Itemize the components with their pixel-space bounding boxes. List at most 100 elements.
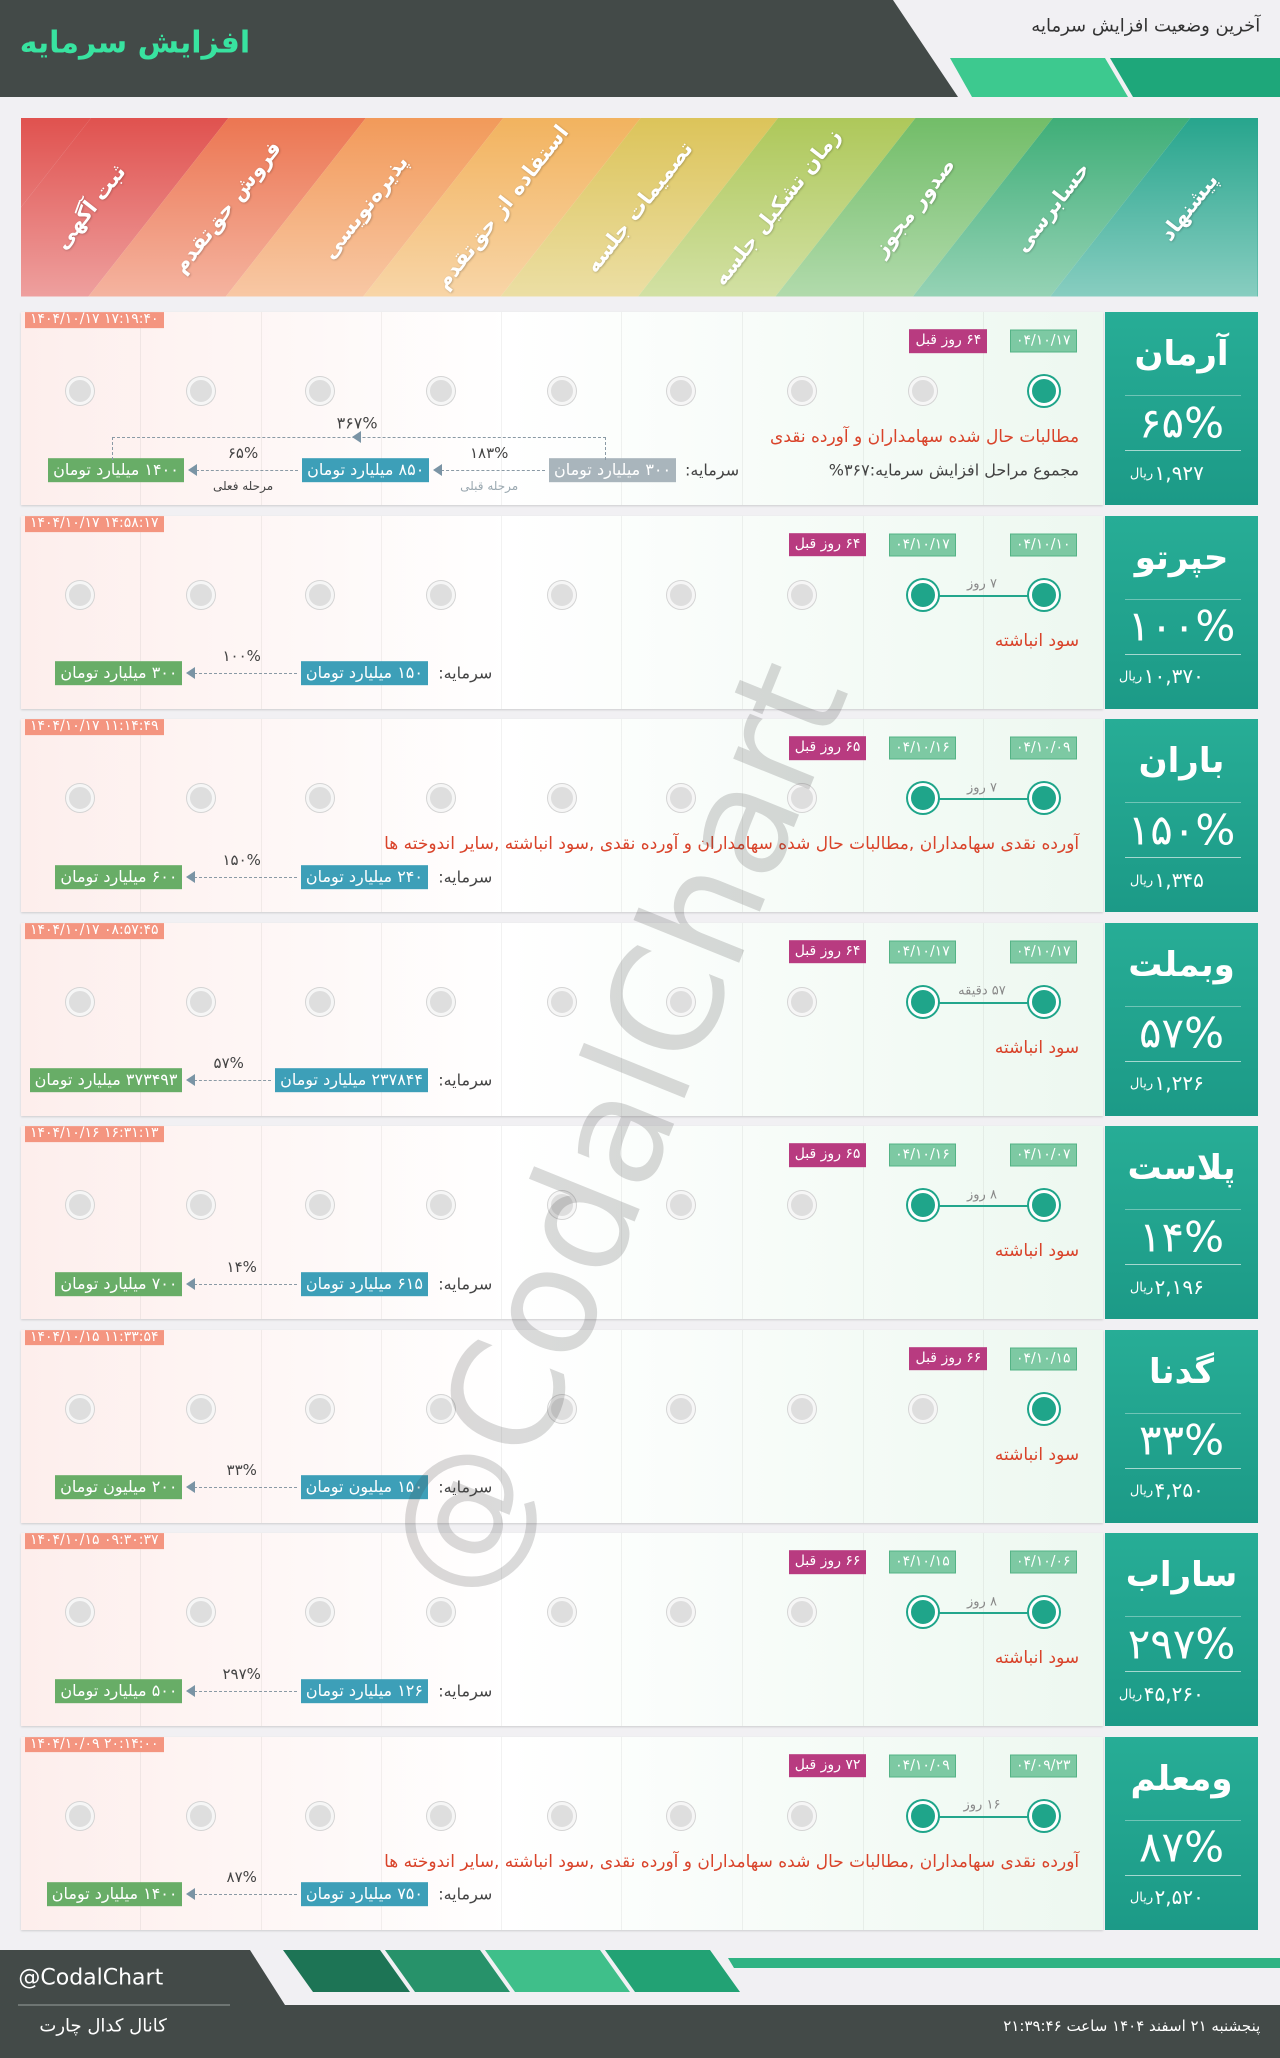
capital-label: سرمایه:: [438, 1274, 493, 1294]
name-panel: [1105, 922, 1258, 1116]
timestamp: ۱۴۰۴/۱۰/۱۶ ۱۶:۳۱:۱۳: [24, 1126, 164, 1143]
name-panel: [1105, 719, 1258, 913]
stage-date: ۰۴/۱۰/۱۷: [889, 533, 956, 557]
stage-dot: [547, 784, 576, 813]
column-line: [261, 1736, 263, 1930]
column-line: [620, 515, 622, 709]
column-line: [983, 719, 985, 913]
name-panel: [1105, 312, 1258, 506]
panel-divider: [1125, 653, 1241, 655]
days-ago: ۷۲ روز قبل: [788, 1753, 867, 1778]
active-dot: [1028, 1597, 1059, 1628]
stage-date: ۰۴/۱۰/۱۰: [1009, 533, 1077, 557]
column-line: [140, 1736, 142, 1930]
column-line: [620, 1533, 622, 1727]
column-line: [620, 312, 622, 506]
active-dot: [1028, 783, 1059, 814]
active-dot: [1028, 1800, 1059, 1831]
stage-date: ۰۴/۱۰/۱۵: [1009, 1347, 1077, 1371]
company-name: وبملت: [1128, 944, 1235, 985]
footer-channel: کانال کدال چارت: [39, 2015, 167, 2037]
stage-dot: [667, 784, 696, 813]
stage-date: ۰۴/۱۰/۱۷: [1009, 329, 1077, 353]
stage-dot: [547, 377, 576, 406]
company-name: گدنا: [1149, 1351, 1214, 1392]
panel-divider: [1125, 1060, 1241, 1062]
stage-dot: [66, 1801, 95, 1830]
column-line: [261, 515, 263, 709]
stage-dot: [547, 1394, 576, 1423]
stage-dot: [427, 1191, 456, 1220]
stage-dot: [547, 1801, 576, 1830]
stage-dot: [186, 1801, 215, 1830]
stage-dot: [66, 1394, 95, 1423]
days-ago: ۶۶ روز قبل: [909, 1346, 988, 1371]
column-line: [380, 1329, 382, 1523]
stage-date: ۰۴/۰۹/۲۳: [1009, 1754, 1077, 1778]
change-arrow: [194, 876, 297, 878]
change-percent: ۱۴%: [226, 1257, 257, 1276]
timestamp: ۱۴۰۴/۱۰/۱۵ ۱۱:۳۳:۵۴: [24, 1329, 164, 1346]
description: آورده نقدی سهامداران ,مطالبات حال شده سه…: [384, 1851, 1080, 1872]
column-line: [380, 719, 382, 913]
company-name: حپرتو: [1134, 537, 1229, 578]
change-arrow: [194, 1894, 297, 1896]
column-line: [501, 1329, 503, 1523]
stage-dot: [667, 1191, 696, 1220]
change-arrow: [441, 469, 546, 471]
stage-date: ۰۴/۱۰/۰۷: [1009, 1143, 1077, 1167]
stage-gap: ۱۶ روز: [963, 1797, 1001, 1813]
active-dot: [1028, 986, 1059, 1017]
description: آورده نقدی سهامداران ,مطالبات حال شده سه…: [384, 834, 1080, 855]
column-line: [501, 312, 503, 506]
stage-dot: [186, 377, 215, 406]
stage-dot: [186, 784, 215, 813]
footer-handle: @CodalChart: [18, 1965, 164, 1991]
change-percent: ۶۵%: [227, 443, 259, 462]
stage-dot: [306, 987, 335, 1016]
price: ۱,۳۴۵: [1154, 867, 1204, 892]
stage-connector: [922, 1001, 1044, 1004]
column-line: [983, 922, 985, 1116]
column-line: [983, 312, 985, 506]
stage-gap: ۸ روز: [966, 1594, 997, 1610]
timestamp: ۱۴۰۴/۱۰/۱۷ ۱۱:۱۴:۴۹: [24, 719, 164, 736]
stage-dot: [186, 987, 215, 1016]
stage-dot: [788, 377, 817, 406]
header-stripe: [950, 58, 1128, 97]
stage-gap: ۷ روز: [966, 576, 997, 592]
days-ago: ۶۵ روز قبل: [788, 1143, 867, 1168]
panel-divider: [1125, 1819, 1241, 1821]
column-line: [140, 515, 142, 709]
panel-divider: [1125, 1412, 1241, 1414]
footer-band: [0, 2005, 1280, 2058]
stage-dot: [667, 377, 696, 406]
header-band: [0, 0, 958, 97]
change-arrow: [194, 1283, 297, 1285]
footer-stripe: [385, 1950, 510, 1992]
column-line: [983, 1126, 985, 1320]
panel-divider: [1125, 1616, 1241, 1618]
timestamp: ۱۴۰۴/۱۰/۱۷ ۱۴:۵۸:۱۷: [24, 515, 164, 532]
capital-label: سرمایه:: [685, 460, 740, 480]
capital-box: ۳۰۰ میلیارد تومان: [55, 661, 183, 686]
description: سود انباشته: [994, 1444, 1080, 1465]
stage-dot: [908, 377, 937, 406]
column-line: [983, 1533, 985, 1727]
name-panel: [1105, 515, 1258, 709]
stage-dot: [788, 987, 817, 1016]
active-dot: [1028, 376, 1059, 407]
change-note: مرحله فعلی: [212, 478, 274, 493]
stage-date: ۰۴/۱۰/۰۹: [889, 1754, 956, 1778]
column-line: [140, 1533, 142, 1727]
stage-dot: [788, 1191, 817, 1220]
panel-divider: [1125, 1209, 1241, 1211]
stage-dot: [427, 987, 456, 1016]
change-percent: ۲۹۷%: [222, 1664, 261, 1683]
footer-stripe: [605, 1950, 740, 1992]
price: ۲,۵۲۰: [1154, 1884, 1204, 1909]
currency: ریال: [1129, 466, 1154, 482]
capital-box: ۷۵۰ میلیارد تومان: [300, 1882, 428, 1907]
stage-dot: [66, 784, 95, 813]
stage-dot: [306, 1801, 335, 1830]
